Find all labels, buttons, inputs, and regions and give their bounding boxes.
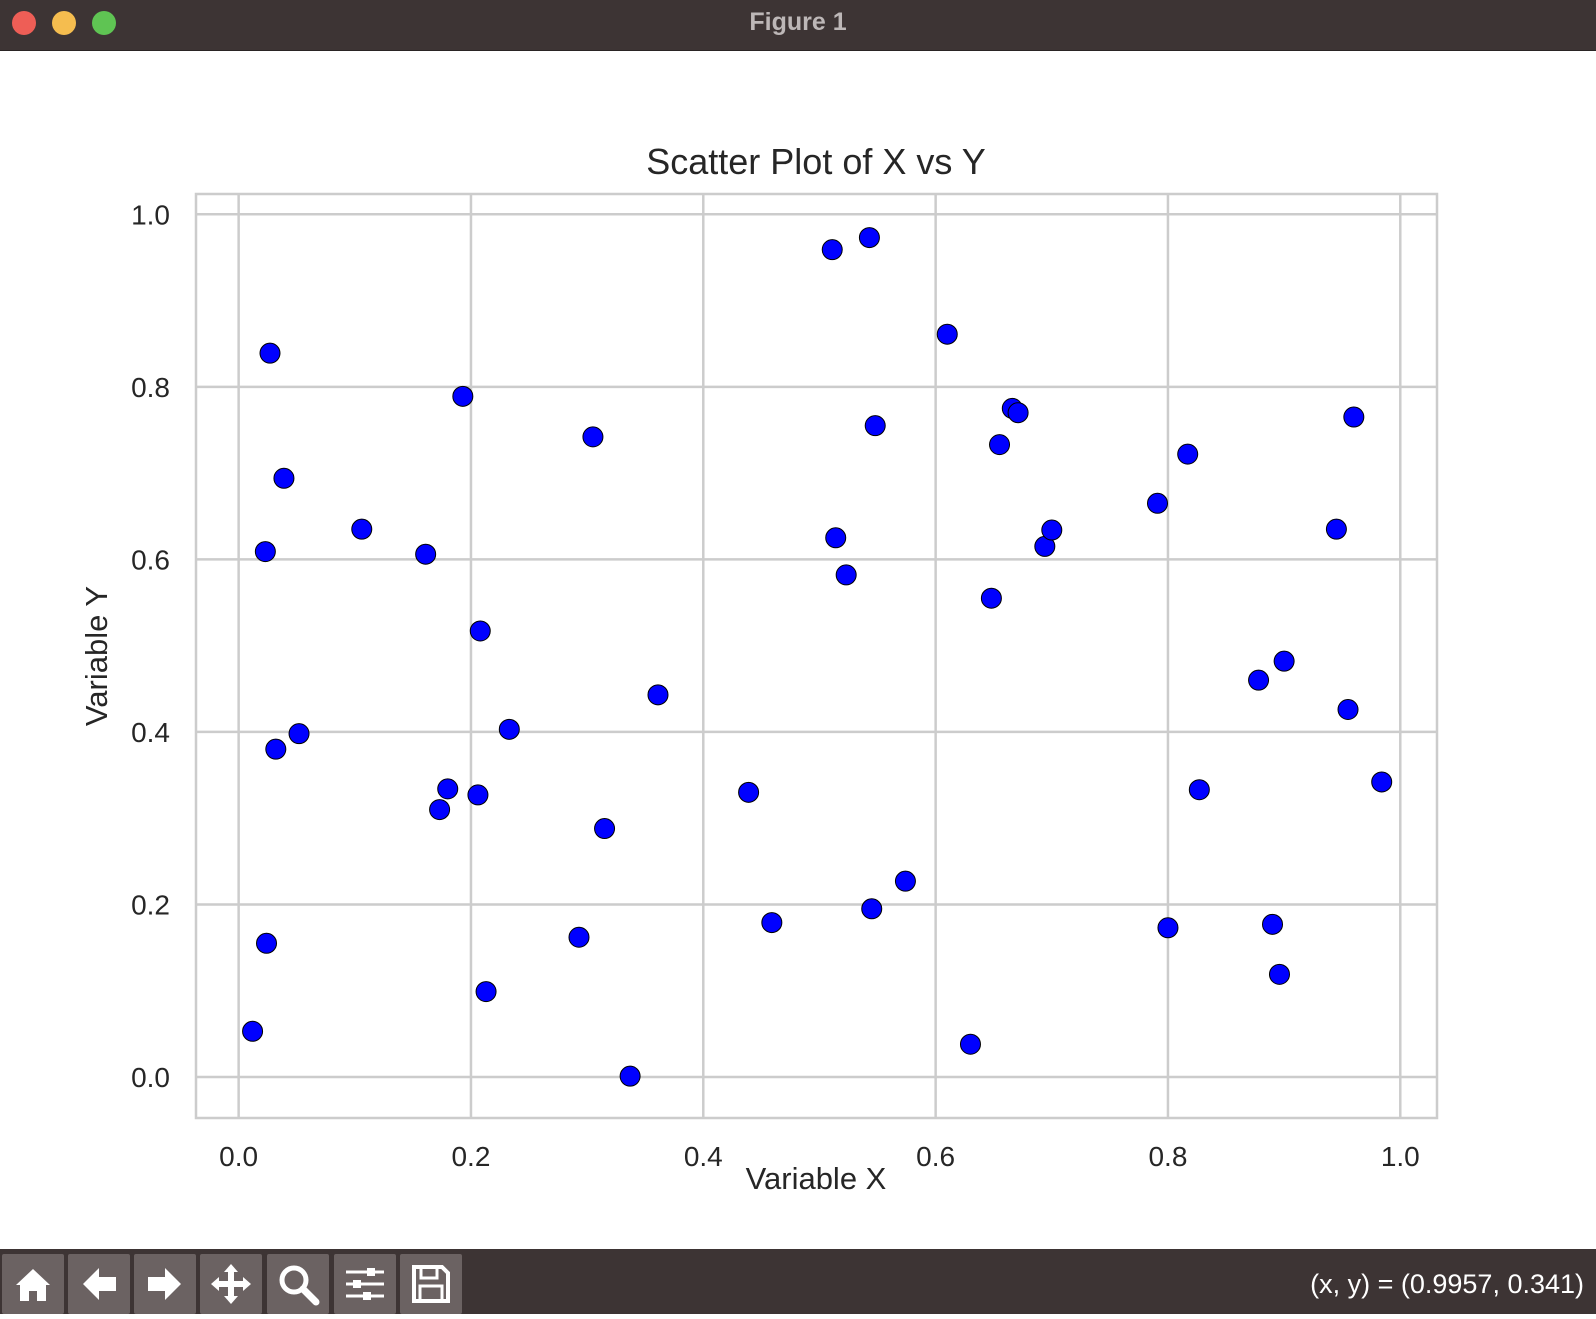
minimize-window-button[interactable] [52, 11, 76, 35]
data-point [989, 434, 1011, 456]
data-point [761, 912, 783, 934]
floppy-disk-icon [412, 1265, 450, 1303]
cursor-coordinates: (x, y) = (0.9957, 0.341) [1310, 1269, 1584, 1299]
data-points [242, 227, 1393, 1087]
window-titlebar: Figure 1 [0, 0, 1596, 51]
data-point [835, 564, 857, 586]
data-point [288, 723, 310, 745]
data-point [959, 1033, 981, 1055]
data-point [429, 799, 451, 821]
data-point [861, 898, 883, 920]
data-point [259, 342, 281, 364]
axis-ticks: 0.0 0.2 0.4 0.6 0.8 1.0 0.0 0.2 0.4 0.6 0.8 1.0 [131, 199, 1420, 1172]
data-point [894, 870, 916, 892]
data-point [498, 718, 520, 740]
save-button[interactable] [400, 1254, 462, 1314]
data-point [1268, 963, 1290, 985]
data-point [1273, 650, 1295, 672]
chart-title: Scatter Plot of X vs Y [646, 141, 986, 182]
move-icon [211, 1264, 251, 1304]
data-point [475, 981, 497, 1003]
data-point [256, 932, 278, 954]
data-point [582, 426, 604, 448]
x-tick-label: 0.8 [1148, 1141, 1187, 1172]
x-tick-label: 0.4 [684, 1141, 723, 1172]
data-point [469, 620, 491, 642]
sliders-icon [346, 1268, 384, 1300]
y-tick-label: 0.6 [131, 544, 170, 575]
x-tick-label: 0.6 [916, 1141, 955, 1172]
data-point [1157, 917, 1179, 939]
y-tick-label: 0.2 [131, 889, 170, 920]
y-axis-label: Variable Y [79, 586, 114, 726]
figure-canvas[interactable]: 0.0 0.2 0.4 0.6 0.8 1.0 0.0 0.2 0.4 0.6 0.8 1.0 Sca… [0, 51, 1596, 1249]
data-point [467, 784, 489, 806]
data-point [1337, 698, 1359, 720]
data-point [1147, 492, 1169, 514]
data-point [936, 323, 958, 345]
scatter-chart: 0.0 0.2 0.4 0.6 0.8 1.0 0.0 0.2 0.4 0.6 0.8 1.0 Sca… [79, 141, 1439, 1196]
data-point [1041, 519, 1063, 541]
back-button[interactable] [68, 1254, 130, 1314]
pan-button[interactable] [200, 1254, 262, 1314]
data-point [858, 227, 880, 249]
data-point [265, 738, 287, 760]
arrow-left-icon [83, 1268, 116, 1300]
grid [196, 194, 1437, 1118]
close-window-button[interactable] [12, 11, 36, 35]
forward-button[interactable] [134, 1254, 196, 1314]
data-point [1177, 443, 1199, 465]
data-point [980, 587, 1002, 609]
data-point [738, 781, 760, 803]
x-axis-label: Variable X [746, 1161, 887, 1196]
data-point [864, 415, 886, 437]
arrow-right-icon [148, 1268, 181, 1300]
data-point [254, 541, 276, 563]
configure-subplots-button[interactable] [334, 1254, 396, 1314]
data-point [1262, 913, 1284, 935]
y-tick-label: 0.4 [131, 717, 170, 748]
magnifier-icon [279, 1265, 320, 1306]
zoom-button[interactable] [267, 1254, 329, 1314]
data-point [1371, 771, 1393, 793]
data-point [452, 385, 474, 407]
y-tick-label: 0.0 [131, 1062, 170, 1093]
data-point [1325, 518, 1347, 540]
navigation-toolbar: (x, y) = (0.9957, 0.341) [0, 1249, 1596, 1314]
y-tick-label: 1.0 [131, 199, 170, 230]
data-point [351, 518, 373, 540]
data-point [821, 239, 843, 261]
plot-area [194, 192, 1439, 1120]
home-icon [16, 1269, 50, 1301]
data-point [415, 543, 437, 565]
data-point [1007, 402, 1029, 424]
data-point [825, 527, 847, 549]
data-point [619, 1065, 641, 1087]
home-button[interactable] [2, 1254, 64, 1314]
window-title: Figure 1 [749, 8, 847, 36]
data-point [568, 926, 590, 948]
data-point [1248, 669, 1270, 691]
data-point [1188, 779, 1210, 801]
y-tick-label: 0.8 [131, 372, 170, 403]
data-point [273, 467, 295, 489]
data-point [437, 778, 459, 800]
x-tick-label: 0.2 [451, 1141, 490, 1172]
x-tick-label: 1.0 [1381, 1141, 1420, 1172]
data-point [1343, 406, 1365, 428]
data-point [594, 818, 616, 840]
x-tick-label: 0.0 [219, 1141, 258, 1172]
data-point [647, 684, 669, 706]
maximize-window-button[interactable] [92, 11, 116, 35]
data-point [242, 1020, 264, 1042]
